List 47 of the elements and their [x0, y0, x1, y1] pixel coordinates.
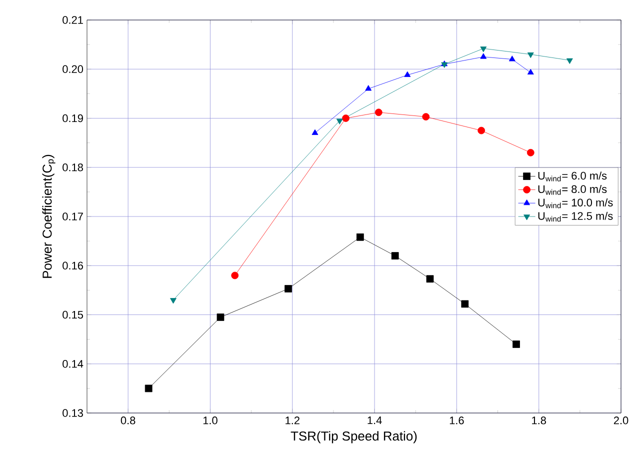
point [231, 272, 239, 280]
point [391, 252, 399, 260]
x-axis-title: TSR(Tip Speed Ratio) [290, 431, 417, 444]
y-tick-label: 0.15 [62, 310, 84, 319]
point [336, 118, 343, 124]
legend-label: U$_{wind}$= 6.0 m/s [538, 172, 607, 182]
point [508, 56, 516, 62]
y-tick-label: 0.20 [62, 65, 84, 74]
legend-label: U$_{wind}$= 8.0 m/s [538, 184, 607, 195]
point [478, 126, 486, 134]
y-tick-label: 0.13 [62, 409, 83, 417]
y-tick-label: 0.16 [62, 262, 83, 270]
x-tick-label: 1.0 [203, 416, 218, 424]
point [422, 113, 430, 120]
x-tick-label: 1.6 [450, 416, 464, 424]
point [342, 114, 350, 122]
point [144, 384, 152, 392]
point [374, 108, 382, 116]
x-tick-label: 1.8 [532, 416, 546, 424]
point [170, 298, 176, 304]
point [527, 68, 534, 75]
point [284, 285, 292, 292]
point [216, 314, 224, 321]
x-tick-label: 2.0 [614, 416, 628, 424]
x-tick-label: 1.4 [368, 416, 382, 424]
point [404, 71, 411, 77]
point [426, 275, 434, 283]
y-tick-label: 0.18 [62, 164, 83, 172]
point [312, 129, 318, 135]
point [527, 52, 534, 58]
point [512, 340, 520, 348]
point [480, 46, 487, 52]
point [566, 58, 573, 64]
x-tick-label: 1.2 [286, 416, 300, 424]
point [461, 300, 469, 308]
y-axis-title: Power Coefficient(C$_{p}$) [42, 154, 56, 278]
y-tick-label: 0.14 [62, 360, 84, 368]
y-tick-label: 0.19 [62, 114, 83, 122]
x-tick-label: 0.8 [120, 416, 136, 424]
legend-label: U$_{wind}$= 10.0 m/s [538, 198, 613, 208]
point [480, 53, 487, 59]
y-tick-label: 0.21 [62, 16, 83, 24]
point [356, 233, 364, 241]
legend-label: U$_{wind}$= 12.5 m/s [538, 212, 613, 222]
point [365, 85, 372, 91]
point [526, 148, 534, 156]
y-tick-label: 0.17 [62, 212, 83, 220]
